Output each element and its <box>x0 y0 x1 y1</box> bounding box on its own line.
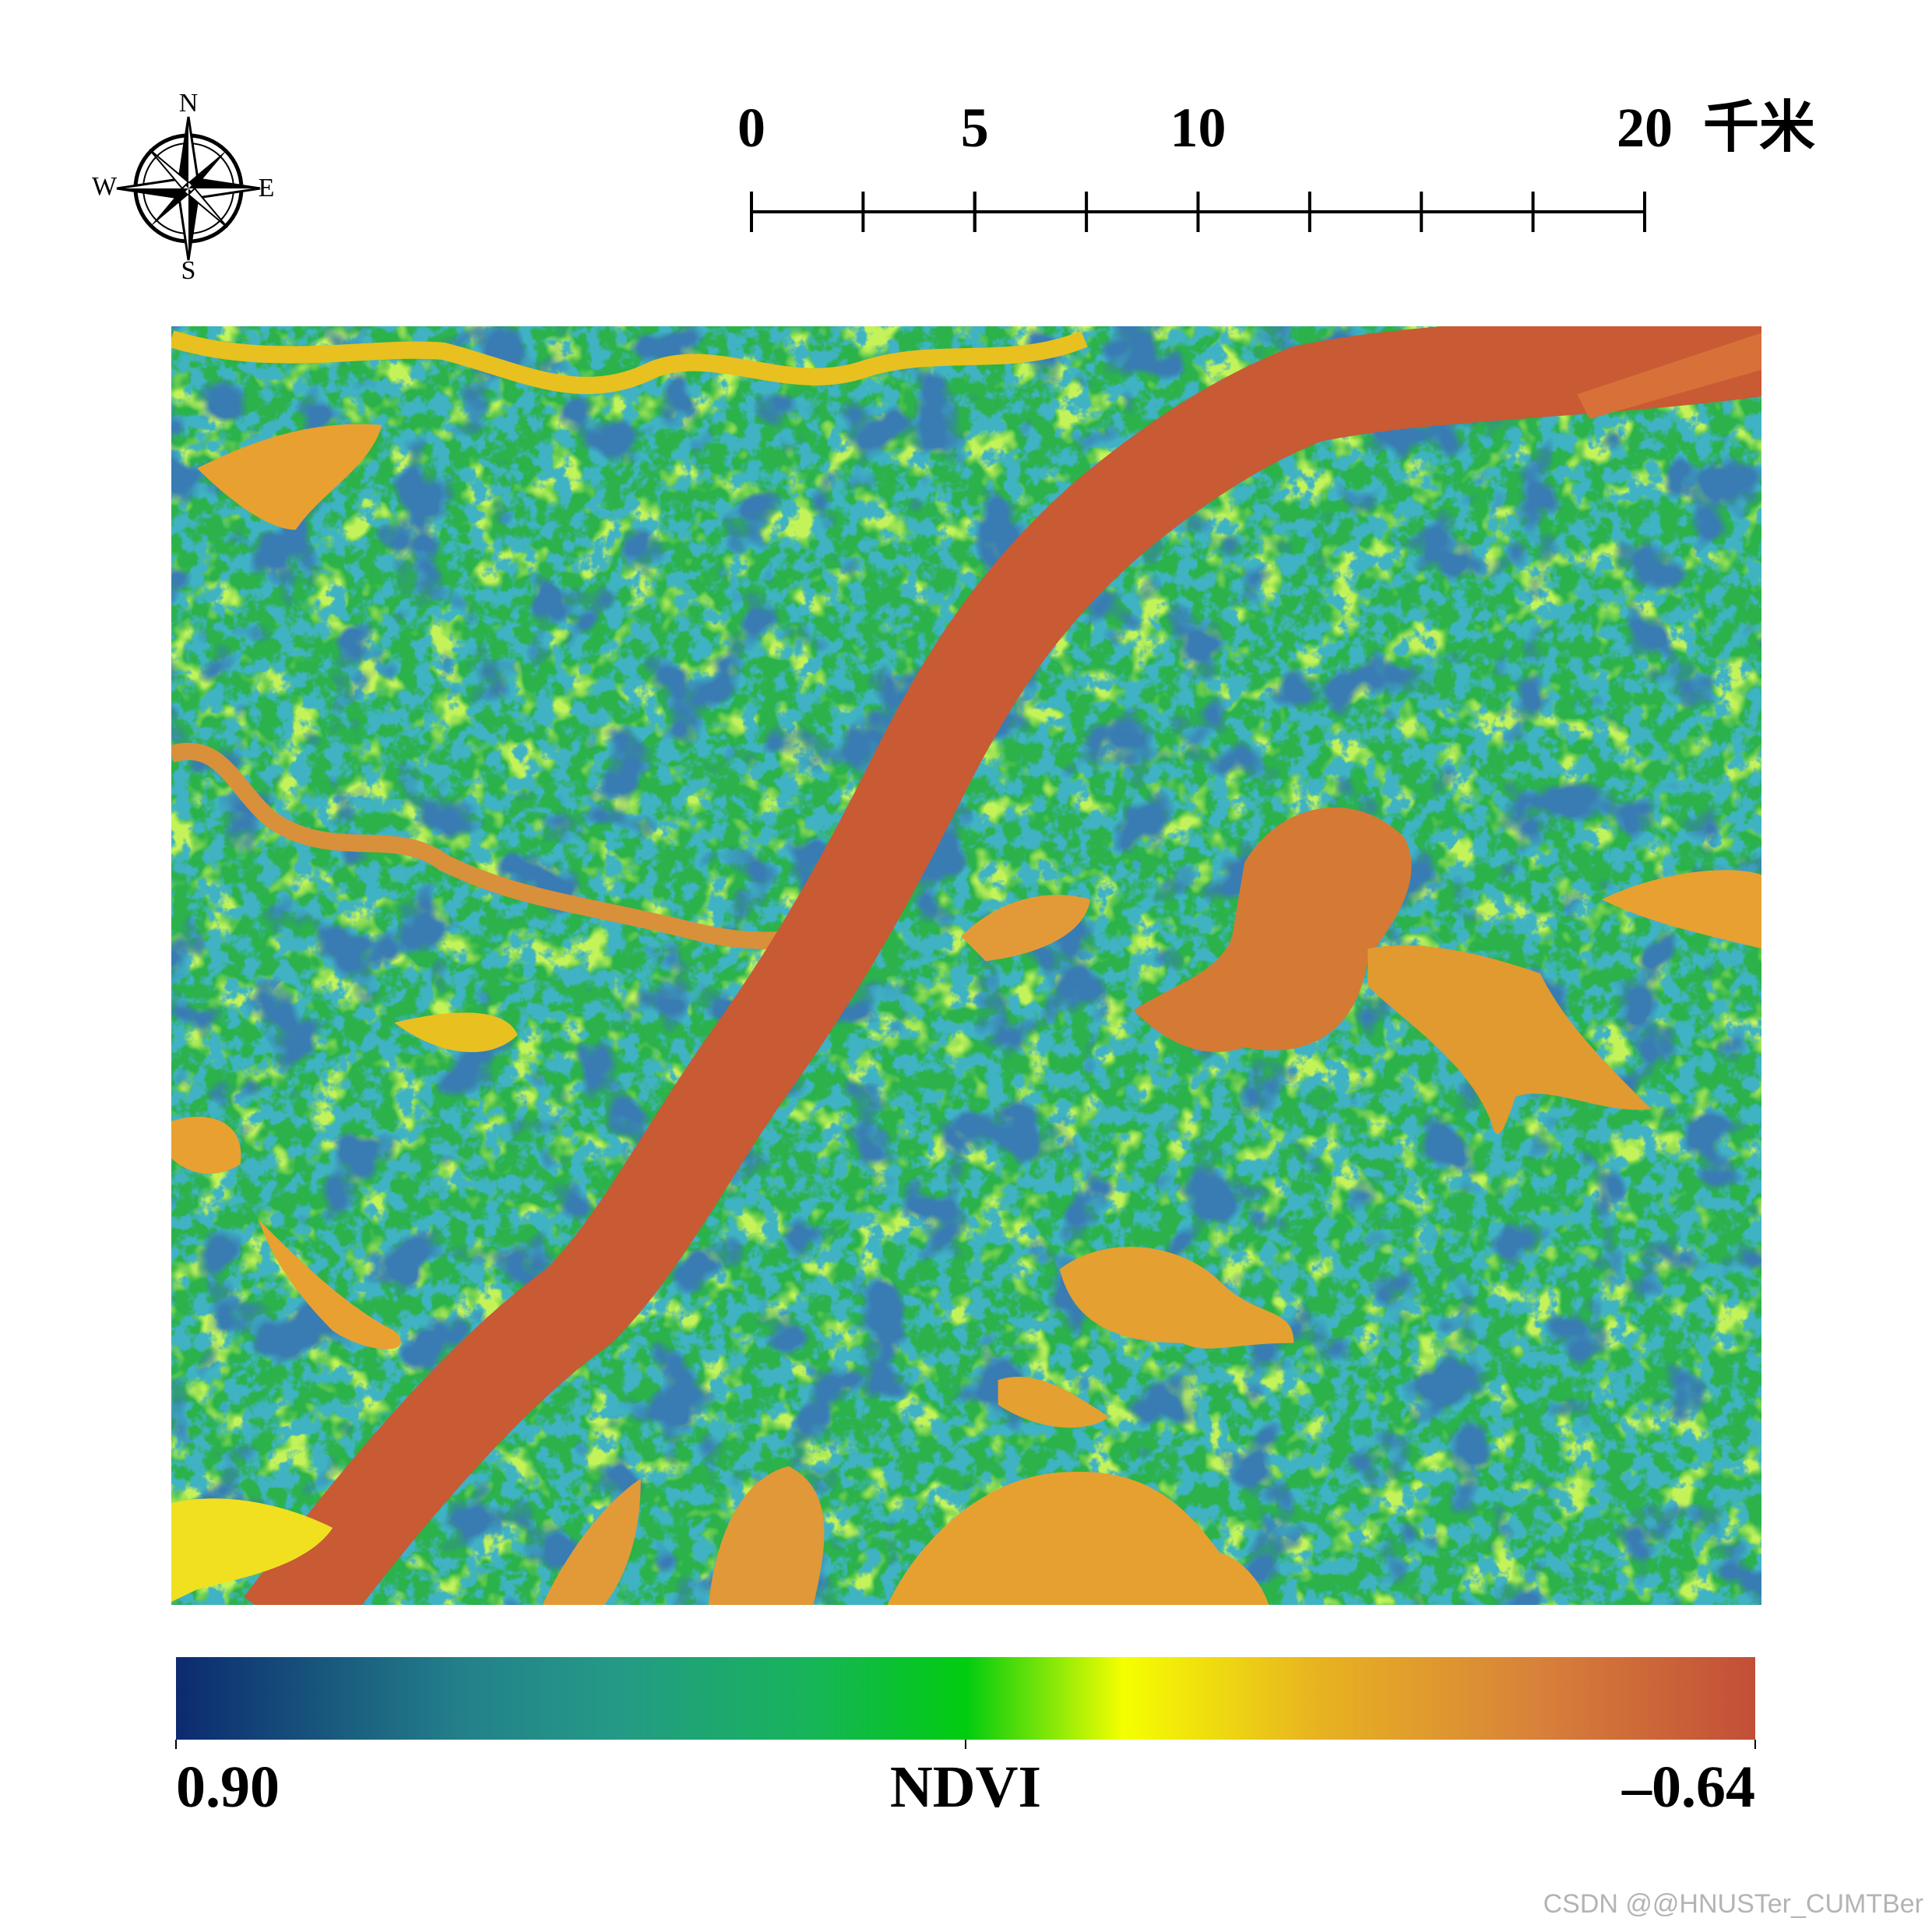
scale-label: 5 <box>961 97 989 159</box>
scale-label: 20 <box>1617 97 1673 159</box>
scale-label: 10 <box>1170 97 1226 159</box>
compass-west: W <box>92 172 118 201</box>
scale-label: 0 <box>737 97 765 159</box>
compass-south: S <box>181 256 196 285</box>
compass-rose <box>116 116 261 261</box>
compass-east: E <box>259 174 275 202</box>
colorbar <box>176 1657 1755 1740</box>
scale-unit: 千米 <box>1703 97 1815 159</box>
scale-bar: 0 5 10 20 千米 <box>737 97 1815 232</box>
compass-north: N <box>179 89 199 118</box>
legend-title: NDVI <box>890 1754 1041 1820</box>
ndvi-map <box>171 326 1761 1605</box>
legend-high-label: –0.64 <box>1621 1754 1755 1820</box>
legend-low-label: 0.90 <box>176 1754 280 1820</box>
watermark: CSDN @@HNUSTer_CUMTBer <box>1543 1889 1923 1919</box>
